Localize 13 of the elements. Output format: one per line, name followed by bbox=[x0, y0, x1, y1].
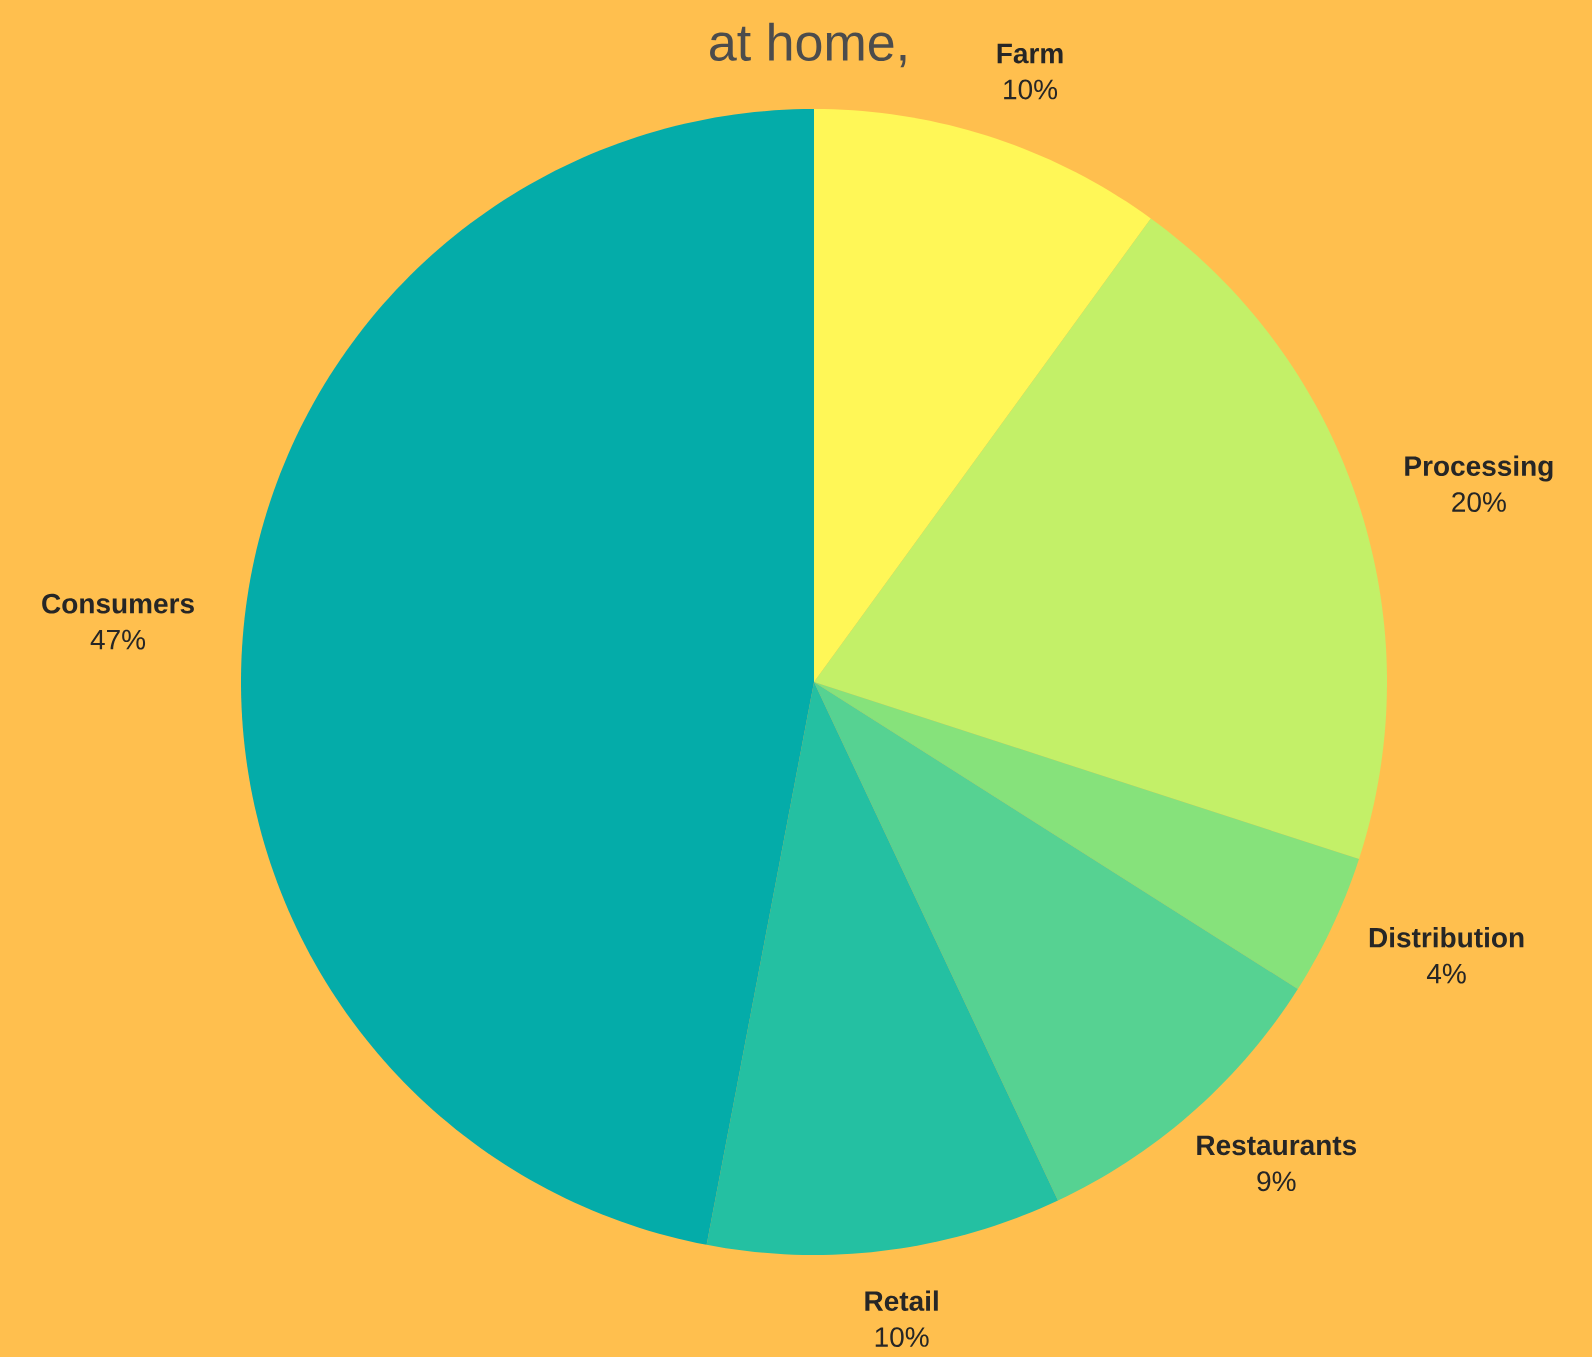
slice-label: Distribution bbox=[1369, 927, 1524, 948]
data-label: 9% bbox=[1257, 1171, 1296, 1192]
data-label: 10% bbox=[1004, 79, 1058, 100]
slice-label: Restaurants bbox=[1197, 1135, 1357, 1156]
data-label: 47% bbox=[90, 629, 146, 650]
data-label: 20% bbox=[1452, 492, 1506, 512]
chart-title: at home, bbox=[710, 22, 906, 68]
slice-label: Processing bbox=[1405, 455, 1553, 482]
slice-label: Retail bbox=[865, 1290, 938, 1311]
data-label: 4% bbox=[1426, 963, 1466, 984]
slice-label: Farm bbox=[997, 43, 1063, 64]
data-label: 10% bbox=[875, 1327, 929, 1347]
slice-label: Consumers bbox=[42, 593, 194, 614]
